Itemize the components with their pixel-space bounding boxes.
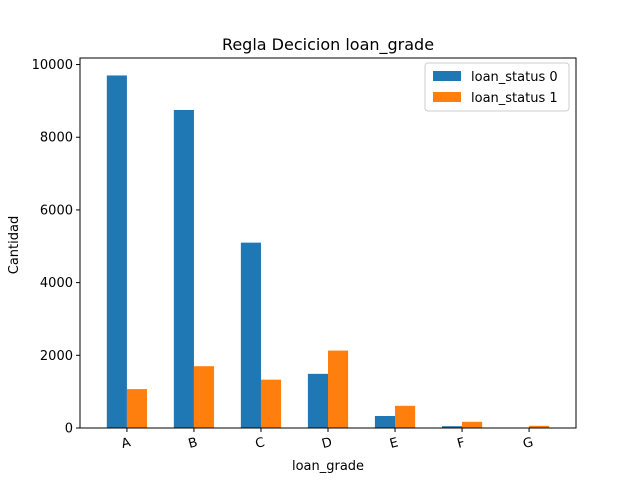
x-tick-label: A bbox=[120, 435, 133, 452]
chart-title: Regla Decicion loan_grade bbox=[222, 35, 434, 55]
bar-E-series-1 bbox=[395, 405, 416, 428]
legend-swatch bbox=[433, 71, 461, 81]
y-tick-label: 10000 bbox=[32, 58, 73, 73]
bar-B-series-0 bbox=[173, 109, 194, 428]
bar-C-series-0 bbox=[240, 242, 261, 428]
y-tick-label: 4000 bbox=[40, 276, 73, 291]
plot-frame bbox=[79, 57, 577, 429]
y-axis: 0 2000 4000 6000 8000 10000 bbox=[32, 58, 80, 437]
x-tick-label: F bbox=[456, 435, 467, 451]
y-tick-label: 0 bbox=[65, 422, 73, 437]
bar-B-series-1 bbox=[193, 366, 215, 428]
x-axis-label: loan_grade bbox=[292, 459, 364, 474]
x-tick-label: D bbox=[320, 435, 334, 452]
bar-F-series-1 bbox=[462, 421, 483, 428]
x-tick-label: C bbox=[254, 435, 267, 452]
y-tick-label: 2000 bbox=[40, 349, 73, 364]
x-tick-label: B bbox=[187, 435, 200, 452]
bar-D-series-1 bbox=[328, 350, 349, 428]
bar-A-series-1 bbox=[126, 389, 148, 428]
bar-E-series-0 bbox=[374, 416, 396, 428]
x-axis: A B C D E F G bbox=[120, 428, 535, 452]
bars-layer bbox=[106, 75, 550, 428]
legend-swatch bbox=[433, 92, 461, 102]
legend: loan_status 0 loan_status 1 bbox=[424, 62, 570, 112]
y-tick-label: 6000 bbox=[40, 203, 73, 218]
y-tick-label: 8000 bbox=[40, 131, 73, 146]
bar-F-series-0 bbox=[441, 426, 463, 428]
y-axis-label: Cantidad bbox=[7, 216, 22, 274]
legend-label: loan_status 1 bbox=[471, 91, 558, 106]
x-tick-label: G bbox=[521, 435, 535, 452]
bar-C-series-1 bbox=[260, 379, 282, 428]
bar-A-series-0 bbox=[106, 75, 127, 428]
bar-G-series-1 bbox=[529, 425, 550, 428]
legend-label: loan_status 0 bbox=[471, 70, 558, 85]
x-tick-label: E bbox=[388, 435, 400, 452]
bar-D-series-0 bbox=[307, 373, 328, 428]
